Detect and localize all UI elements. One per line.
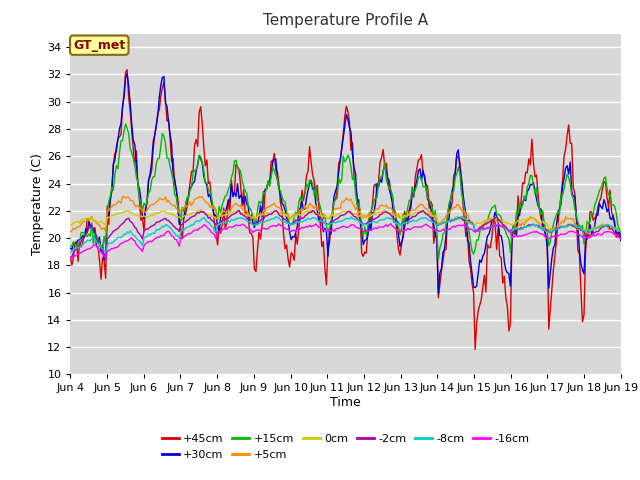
+45cm [232, 162, 240, 168]
Line: -8cm: -8cm [70, 216, 621, 252]
0cm [250, 214, 258, 219]
+45cm [589, 217, 597, 223]
+5cm [585, 231, 593, 237]
-2cm [310, 208, 318, 214]
-8cm [250, 222, 258, 228]
-16cm [67, 255, 74, 261]
-8cm [308, 215, 316, 220]
-2cm [232, 210, 240, 216]
Y-axis label: Temperature (C): Temperature (C) [31, 153, 44, 255]
+45cm [124, 67, 131, 72]
+30cm [435, 290, 442, 296]
Line: 0cm: 0cm [70, 210, 621, 232]
+30cm [232, 194, 240, 200]
-8cm [67, 250, 74, 255]
Title: Temperature Profile A: Temperature Profile A [263, 13, 428, 28]
-2cm [589, 230, 597, 236]
-8cm [589, 226, 597, 231]
+15cm [232, 157, 240, 163]
-2cm [617, 236, 625, 242]
-2cm [236, 207, 243, 213]
-8cm [232, 216, 240, 222]
-2cm [67, 255, 74, 261]
-16cm [134, 243, 141, 249]
+15cm [435, 257, 442, 263]
-16cm [307, 224, 315, 229]
+5cm [589, 227, 597, 233]
+30cm [136, 185, 143, 191]
0cm [197, 207, 205, 213]
+45cm [250, 266, 258, 272]
+15cm [250, 221, 258, 227]
0cm [134, 212, 141, 218]
-8cm [136, 238, 143, 244]
+30cm [260, 189, 268, 194]
+15cm [136, 195, 143, 201]
Legend: +45cm, +30cm, +15cm, +5cm, 0cm, -2cm, -8cm, -16cm: +45cm, +30cm, +15cm, +5cm, 0cm, -2cm, -8… [157, 430, 534, 464]
Line: -16cm: -16cm [70, 224, 621, 258]
+45cm [617, 230, 625, 236]
Line: -2cm: -2cm [70, 210, 621, 259]
Line: +5cm: +5cm [70, 196, 621, 234]
+15cm [122, 121, 129, 127]
-8cm [102, 250, 109, 255]
-8cm [260, 219, 268, 225]
+30cm [67, 245, 74, 251]
-16cm [617, 235, 625, 241]
-2cm [136, 231, 143, 237]
0cm [308, 210, 316, 216]
+5cm [120, 193, 128, 199]
+5cm [617, 227, 625, 232]
-8cm [458, 214, 465, 219]
+45cm [471, 347, 479, 352]
Line: +45cm: +45cm [70, 70, 621, 349]
+45cm [67, 255, 74, 261]
+15cm [308, 180, 316, 186]
-8cm [617, 229, 625, 235]
-16cm [258, 226, 266, 232]
+45cm [308, 172, 316, 178]
+30cm [589, 228, 597, 233]
+5cm [308, 204, 316, 209]
+5cm [136, 204, 143, 210]
Text: GT_met: GT_met [73, 39, 125, 52]
-2cm [261, 213, 269, 219]
0cm [67, 221, 74, 227]
+30cm [308, 186, 316, 192]
+5cm [260, 207, 268, 213]
-16cm [588, 233, 595, 239]
+5cm [67, 229, 74, 235]
+30cm [250, 225, 258, 230]
+15cm [589, 212, 597, 217]
-16cm [249, 229, 257, 235]
+5cm [250, 216, 258, 222]
0cm [589, 225, 597, 230]
-2cm [252, 222, 260, 228]
+30cm [124, 71, 131, 77]
0cm [547, 229, 554, 235]
0cm [260, 212, 268, 217]
+45cm [260, 215, 268, 220]
+5cm [232, 201, 240, 206]
+15cm [67, 243, 74, 249]
0cm [617, 228, 625, 234]
0cm [232, 209, 240, 215]
+15cm [260, 190, 268, 195]
+45cm [136, 196, 143, 202]
Line: +15cm: +15cm [70, 124, 621, 260]
+15cm [617, 227, 625, 233]
X-axis label: Time: Time [330, 396, 361, 409]
-2cm [102, 256, 109, 262]
-16cm [387, 221, 395, 227]
+30cm [617, 238, 625, 243]
Line: +30cm: +30cm [70, 74, 621, 293]
-16cm [230, 223, 238, 229]
